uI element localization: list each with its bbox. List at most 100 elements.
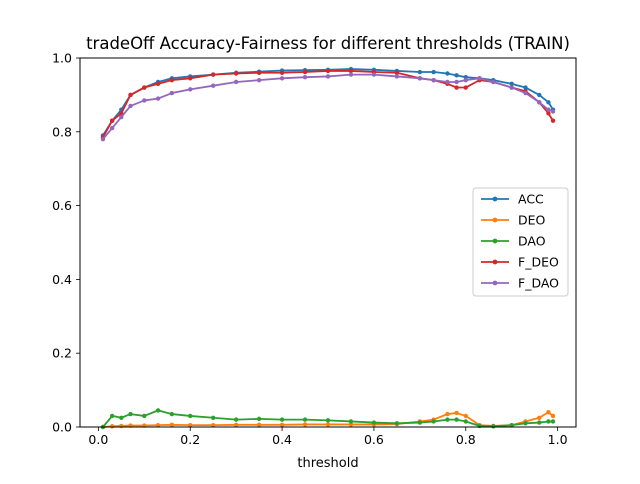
data-point-f-dao	[394, 74, 400, 79]
data-point-dao	[523, 421, 528, 426]
data-point-f-dao	[546, 107, 551, 112]
data-point-f-deo	[188, 76, 193, 81]
legend-label-dao: DAO	[518, 234, 546, 249]
data-point-dao	[128, 411, 133, 417]
data-point-dao	[550, 419, 556, 424]
legend-entry-dao: DAO	[481, 234, 546, 249]
data-point-dao	[142, 413, 147, 419]
data-point-f-dao	[302, 74, 308, 80]
data-point-deo	[445, 411, 450, 417]
data-point-dao	[371, 420, 377, 425]
data-point-deo	[155, 422, 161, 428]
data-point-f-dao	[454, 79, 459, 85]
data-point-dao	[302, 417, 308, 422]
data-point-f-deo	[256, 70, 262, 75]
data-point-f-deo	[169, 77, 175, 83]
data-point-acc	[509, 81, 514, 87]
legend-label-f-dao: F_DAO	[518, 276, 559, 291]
data-point-f-dao	[325, 74, 331, 79]
data-point-dao	[546, 419, 551, 424]
legend-marker-acc	[492, 196, 498, 202]
data-point-acc	[417, 69, 423, 75]
data-point-f-dao	[463, 77, 468, 83]
data-point-dao	[431, 419, 436, 424]
data-point-f-dao	[445, 79, 450, 85]
legend-label-f-deo: F_DEO	[518, 255, 559, 270]
legend-marker-dao	[492, 238, 498, 244]
legend-entry-f-deo: F_DEO	[481, 255, 559, 270]
data-point-f-deo	[348, 68, 354, 74]
x-axis-label: threshold	[297, 456, 358, 471]
data-point-f-deo	[325, 68, 331, 74]
data-point-f-dao	[188, 87, 193, 92]
data-point-f-dao	[109, 125, 115, 131]
data-point-f-dao	[537, 100, 542, 105]
data-point-f-dao	[509, 85, 514, 90]
data-point-deo	[188, 422, 193, 428]
data-point-dao	[169, 411, 175, 417]
data-point-acc	[523, 85, 528, 90]
y-tick-label: 0.0	[52, 420, 72, 435]
data-point-f-dao	[142, 98, 147, 103]
data-point-f-deo	[142, 85, 147, 90]
data-point-deo	[454, 410, 459, 416]
data-point-dao	[279, 417, 285, 422]
data-point-dao	[109, 413, 115, 419]
data-point-f-deo	[546, 111, 551, 116]
data-point-dao	[491, 424, 496, 429]
data-point-f-deo	[128, 92, 133, 98]
data-point-deo	[233, 422, 239, 427]
data-point-dao	[325, 418, 331, 423]
data-point-dao	[188, 413, 193, 419]
data-point-f-dao	[100, 136, 106, 142]
data-point-f-dao	[169, 90, 175, 96]
data-point-f-dao	[128, 103, 133, 109]
y-tick-label: 0.4	[52, 272, 72, 287]
data-point-f-dao	[431, 77, 436, 83]
data-point-f-deo	[155, 81, 161, 87]
data-point-f-dao	[210, 83, 216, 88]
data-point-f-deo	[210, 72, 216, 77]
legend-marker-f-dao	[492, 280, 498, 286]
y-tick-label: 0.8	[52, 124, 72, 139]
data-point-f-deo	[463, 85, 468, 90]
x-axis: 0.0 0.2 0.4 0.6 0.8 1.0	[88, 427, 568, 447]
legend-entry-deo: DEO	[481, 213, 546, 228]
data-point-f-dao	[348, 72, 354, 77]
legend-marker-f-deo	[492, 259, 498, 265]
data-point-deo	[537, 415, 542, 420]
plot-lines	[100, 66, 556, 430]
data-point-dao	[509, 422, 514, 428]
plot-frame	[79, 57, 577, 428]
data-point-f-dao	[491, 79, 496, 85]
y-tick-label: 0.6	[52, 198, 72, 213]
data-point-f-deo	[279, 70, 285, 75]
legend-label-deo: DEO	[518, 213, 546, 228]
y-tick-label: 1.0	[52, 51, 72, 66]
data-point-f-dao	[371, 72, 377, 77]
data-point-acc	[546, 100, 551, 105]
data-point-dao	[155, 408, 161, 413]
legend-entry-acc: ACC	[481, 192, 544, 207]
data-point-deo	[256, 422, 262, 427]
x-tick-label: 0.8	[456, 432, 476, 447]
series-f-dao	[100, 72, 556, 142]
data-point-dao	[463, 419, 468, 424]
data-point-acc	[445, 71, 450, 76]
data-point-dao	[348, 419, 354, 424]
legend-entry-f-dao: F_DAO	[481, 276, 559, 291]
legend-box	[472, 187, 569, 297]
data-point-deo	[210, 422, 216, 428]
data-point-acc	[454, 73, 459, 78]
data-point-f-deo	[233, 71, 239, 76]
data-point-f-dao	[256, 77, 262, 83]
data-point-f-dao	[155, 96, 161, 101]
data-point-f-deo	[109, 118, 115, 123]
data-point-deo	[463, 413, 468, 419]
x-tick-label: 0.4	[272, 432, 292, 447]
data-point-deo	[302, 422, 308, 427]
data-point-f-deo	[302, 69, 308, 75]
x-tick-label: 1.0	[548, 432, 568, 447]
legend-label-acc: ACC	[518, 192, 544, 207]
